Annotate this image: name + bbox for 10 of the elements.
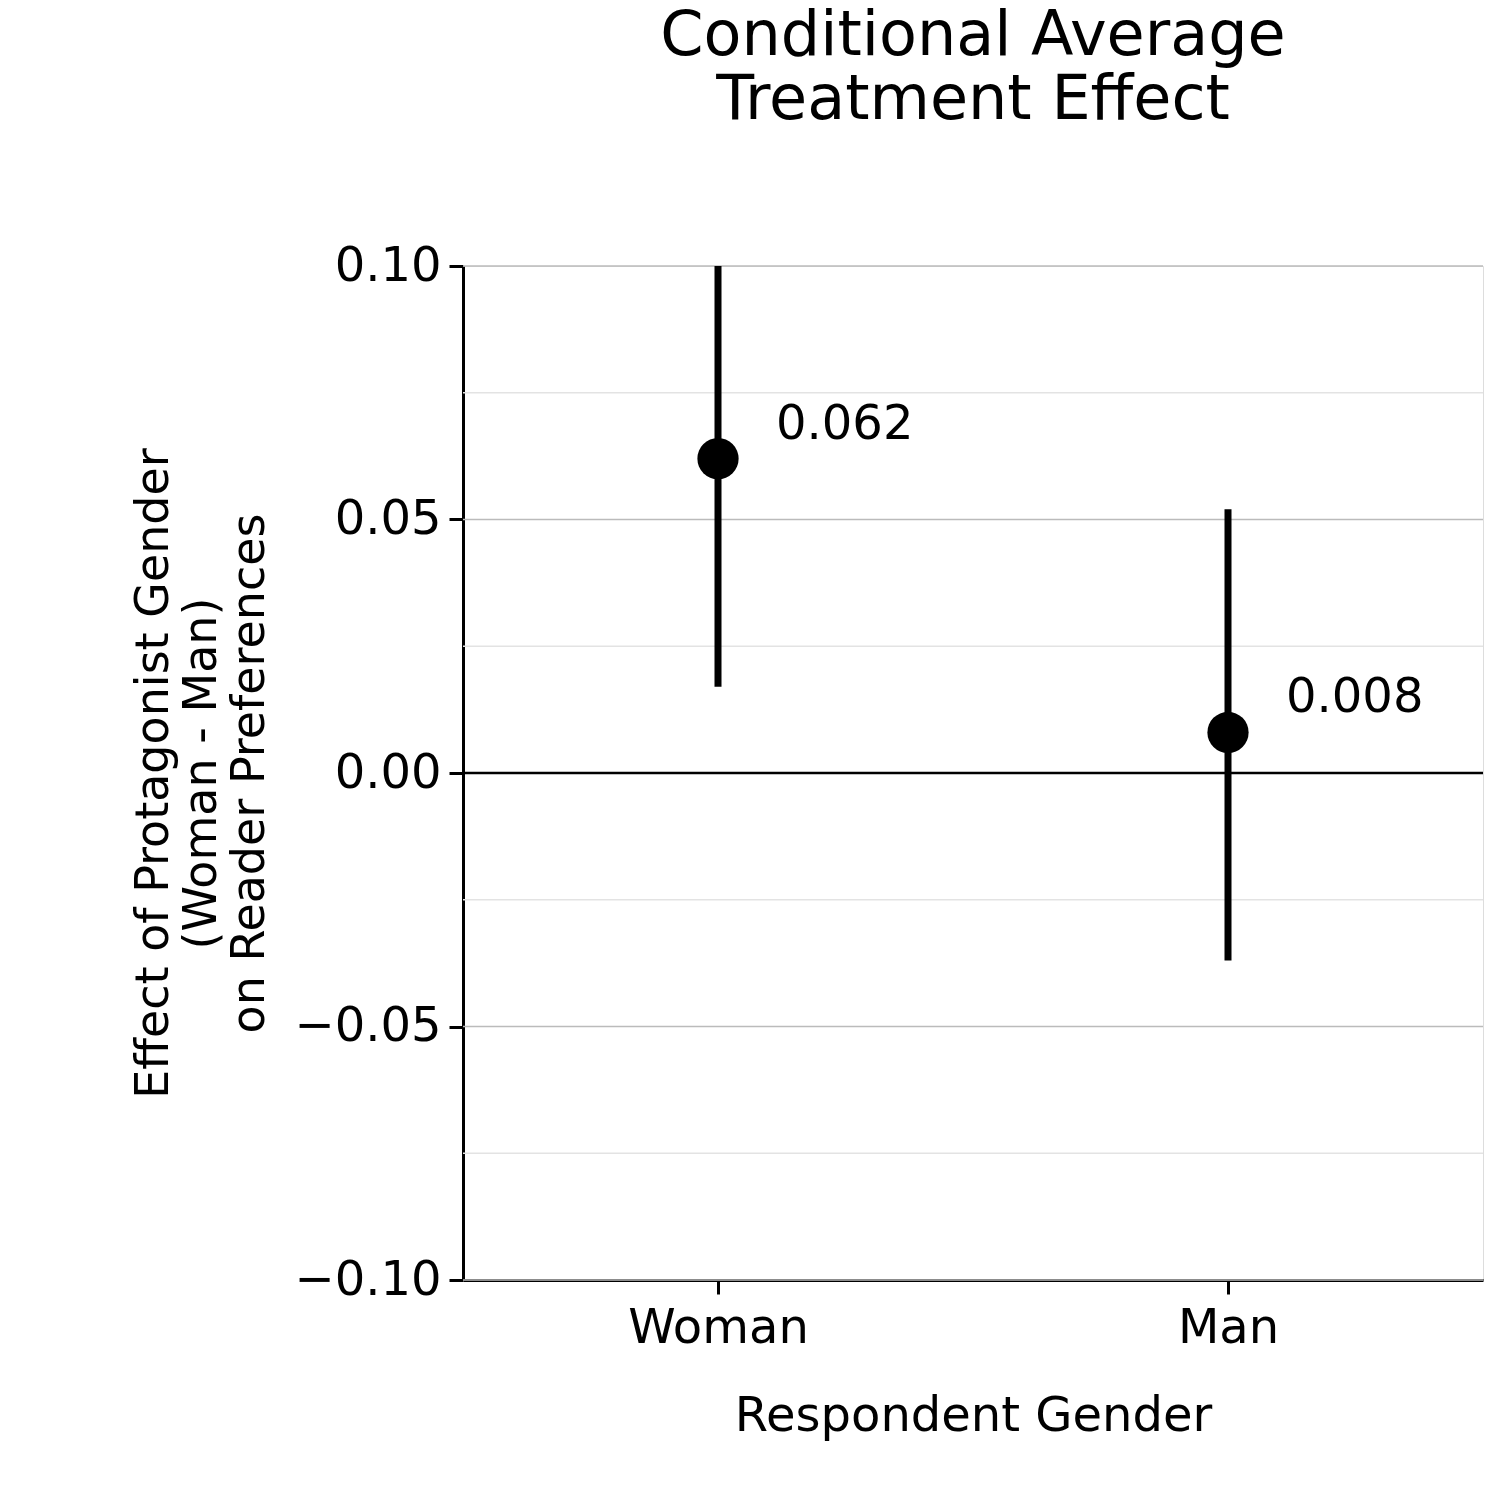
x-tick-label: Man	[1177, 1297, 1280, 1354]
y-tick-label: −0.10	[294, 1249, 442, 1306]
y-tick-label: 0.00	[334, 742, 442, 799]
y-tick-label: −0.05	[294, 996, 442, 1052]
x-tick-label: Woman	[628, 1297, 809, 1354]
y-tick-label: 0.05	[334, 489, 442, 545]
x-axis-title: Respondent Gender	[734, 1385, 1213, 1442]
data-label: 0.062	[776, 393, 914, 450]
data-label: 0.008	[1286, 667, 1424, 724]
y-tick-label: 0.10	[334, 235, 442, 292]
